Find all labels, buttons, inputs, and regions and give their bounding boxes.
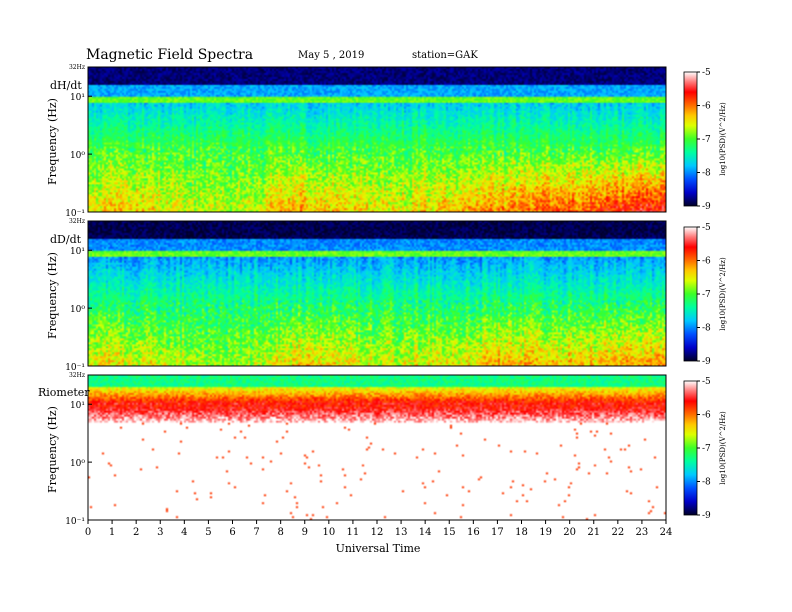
x-tick-label: 19 (539, 527, 552, 538)
x-tick-label: 3 (157, 527, 163, 538)
x-tick-label: 22 (611, 527, 624, 538)
dd-dt-panel-label: dD/dt (50, 233, 82, 246)
x-tick-label: 10 (322, 527, 335, 538)
x-axis: 0 1 2 3 4 5 6 7 8 9 10 11 12 13 14 15 16 17 18 19 20 21 22 23 24 (85, 520, 673, 538)
dd-dt-ylabel: Frequency (Hz) (46, 252, 59, 339)
x-tick-label: 6 (229, 527, 235, 538)
dh-dt-panel-label: dH/dt (50, 79, 82, 92)
colorbar-tick-label: -8 (702, 478, 711, 488)
x-tick-label: 21 (587, 527, 600, 538)
colorbar-tick-label: -7 (702, 444, 711, 454)
x-tick-label: 12 (371, 527, 384, 538)
y-tick-labels: 32Hz10¹10⁰10⁻¹32Hz10¹10⁰10⁻¹32Hz10¹10⁰10… (65, 64, 92, 527)
x-tick-label: 17 (491, 527, 504, 538)
x-tick-label: 8 (277, 527, 283, 538)
y-tick-label: 10¹ (70, 93, 85, 103)
chart-title: Magnetic Field Spectra (86, 47, 253, 63)
colorbar-tick-label: -7 (702, 135, 711, 145)
y-tick-label: 10⁻¹ (65, 517, 85, 527)
x-tick-label: 16 (467, 527, 480, 538)
y-tick-label: 32Hz (69, 218, 85, 225)
x-tick-label: 7 (253, 527, 259, 538)
colorbar-label: log10(PSD)(V^2/Hz) (719, 257, 727, 331)
colorbar (683, 380, 698, 516)
date-label: May 5 , 2019 (298, 50, 364, 61)
colorbar-tick-label: -6 (702, 102, 711, 112)
x-tick-label: 14 (419, 527, 432, 538)
station-label: station=GAK (412, 50, 478, 61)
colorbar-tick-label: -9 (702, 511, 711, 521)
dd-dt-spectrogram (88, 221, 666, 366)
x-tick-label: 2 (133, 527, 139, 538)
x-tick-label: 24 (660, 527, 673, 538)
y-tick-label: 10⁰ (70, 151, 85, 161)
y-tick-label: 10⁰ (70, 305, 85, 315)
x-tick-label: 1 (109, 527, 115, 538)
y-tick-label: 32Hz (69, 64, 85, 71)
colorbar-tick-label: -7 (702, 290, 711, 300)
colorbar-tick-label: -8 (702, 169, 711, 179)
x-axis-label: Universal Time (336, 542, 421, 555)
colorbar-label: log10(PSD)(V^2/Hz) (719, 411, 727, 485)
panel-dh-dt: dH/dt Frequency (Hz) (46, 66, 667, 213)
colorbars: -5 -6 -7 -8 -9 log10(PSD)(V^2/Hz) -5 -6 -7 -8 -9 lo… (683, 68, 727, 521)
x-tick-label: 0 (85, 527, 91, 538)
x-tick-label: 18 (515, 527, 528, 538)
colorbar-label: log10(PSD)(V^2/Hz) (719, 102, 727, 176)
x-tick-label: 20 (563, 527, 576, 538)
panel-riometer: Riometer Frequency (Hz) (38, 374, 667, 521)
panel-dd-dt: dD/dt Frequency (Hz) (46, 220, 667, 367)
y-tick-label: 10⁻¹ (65, 363, 85, 373)
colorbar-tick-label: -5 (702, 223, 711, 233)
x-tick-label: 9 (302, 527, 308, 538)
y-tick-label: 10⁻¹ (65, 209, 85, 219)
colorbar (683, 226, 698, 362)
y-tick-label: 10¹ (70, 401, 85, 411)
riometer-ylabel: Frequency (Hz) (46, 406, 59, 493)
x-tick-label: 11 (347, 527, 360, 538)
dh-dt-spectrogram (88, 67, 666, 212)
colorbar-tick-label: -5 (702, 377, 711, 387)
y-tick-label: 32Hz (69, 372, 85, 379)
x-tick-label: 13 (395, 527, 408, 538)
y-tick-label: 10⁰ (70, 459, 85, 469)
colorbar-tick-label: -9 (702, 357, 711, 367)
colorbar-tick-label: -9 (702, 202, 711, 212)
colorbar-tick-label: -6 (702, 411, 711, 421)
colorbar-tick-label: -6 (702, 257, 711, 267)
x-tick-label: 4 (181, 527, 187, 538)
riometer-panel-label: Riometer (38, 386, 90, 399)
dh-dt-ylabel: Frequency (Hz) (46, 98, 59, 185)
x-tick-label: 15 (443, 527, 456, 538)
x-tick-label: 5 (205, 527, 211, 538)
dh-dt-frame (87, 66, 667, 213)
x-tick-label: 23 (636, 527, 649, 538)
colorbar (683, 71, 698, 207)
colorbar-tick-label: -8 (702, 324, 711, 334)
riometer-spectrogram (88, 375, 666, 520)
dd-dt-frame (87, 220, 667, 367)
colorbar-tick-label: -5 (702, 68, 711, 78)
y-tick-label: 10¹ (70, 247, 85, 257)
